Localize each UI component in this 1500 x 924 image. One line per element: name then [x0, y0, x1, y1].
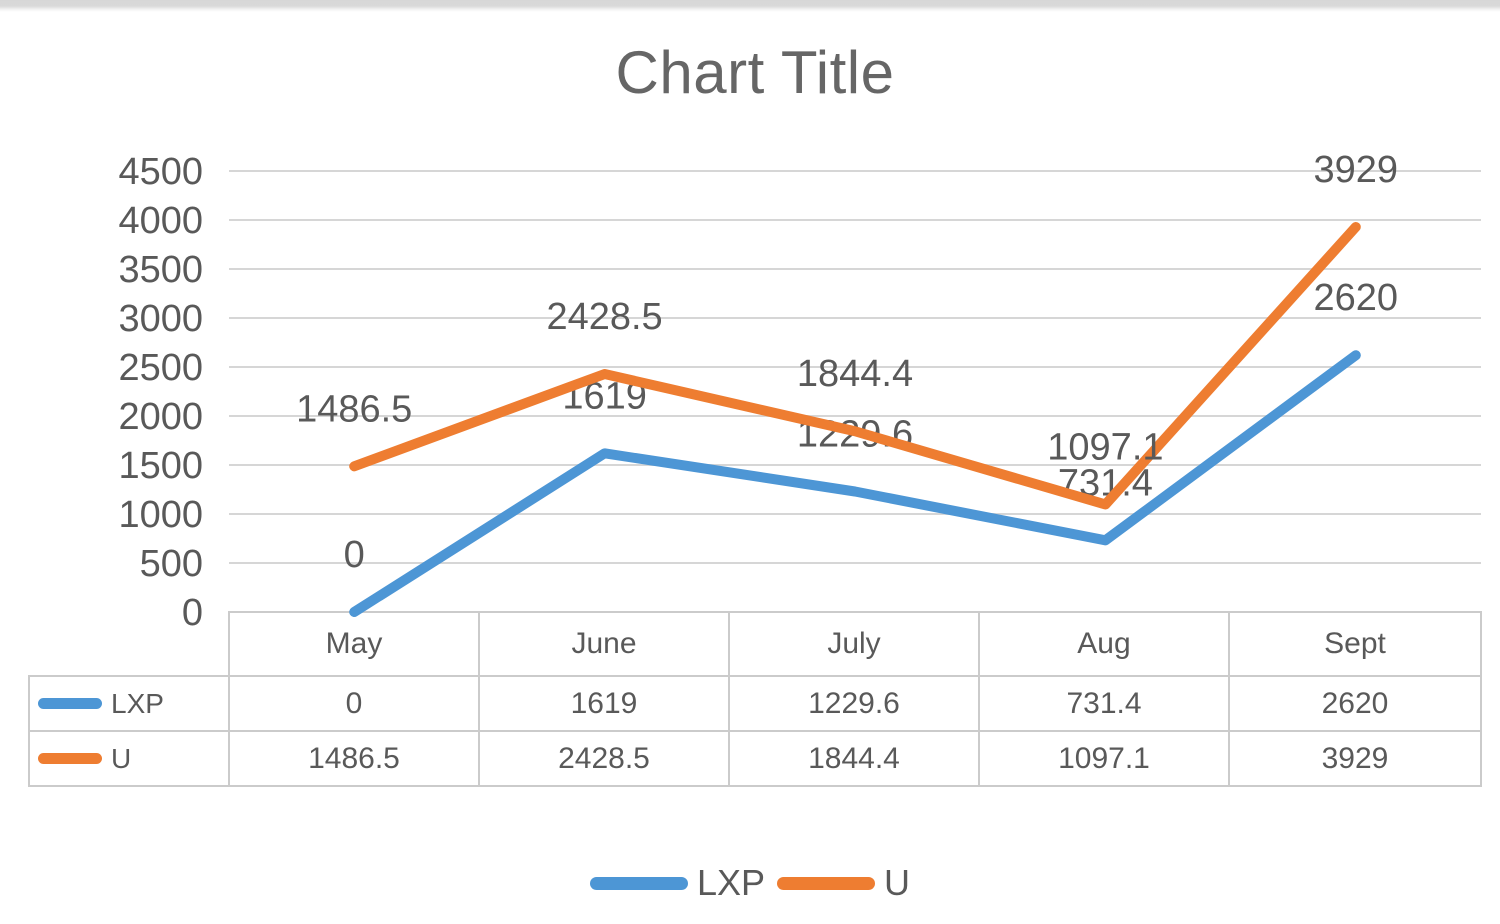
table-row-u: U 1486.5 2428.5 1844.4 1097.1 3929: [28, 730, 1482, 787]
table-series-name: LXP: [111, 687, 164, 719]
top-edge-strip: [0, 0, 1500, 12]
table-header-june: June: [478, 611, 730, 677]
y-axis-tick-label: 2500: [118, 347, 203, 389]
data-label-lxp: 1619: [562, 375, 647, 417]
data-label-lxp: 2620: [1314, 277, 1399, 319]
table-cell-lxp-aug: 731.4: [978, 675, 1230, 732]
chart-legend: LXP U: [0, 862, 1500, 904]
chart-title: Chart Title: [615, 39, 895, 106]
y-axis-tick-label: 4500: [118, 151, 203, 193]
table-header-may: May: [228, 611, 480, 677]
y-axis-tick-label: 500: [140, 543, 203, 585]
table-cell-u-aug: 1097.1: [978, 730, 1230, 787]
table-stub-lxp: LXP: [28, 675, 230, 732]
data-label-u: 3929: [1314, 149, 1399, 191]
data-label-u: 1486.5: [296, 388, 412, 430]
table-cell-u-july: 1844.4: [728, 730, 980, 787]
data-table: May June July Aug Sept LXP 0 1619 1229.6…: [28, 611, 1482, 787]
table-cell-u-sept: 3929: [1228, 730, 1482, 787]
legend-item-lxp[interactable]: LXP: [589, 862, 766, 904]
data-label-lxp: 731.4: [1058, 462, 1153, 504]
table-header-sept: Sept: [1228, 611, 1482, 677]
y-axis-tick-label: 2000: [118, 396, 203, 438]
legend-item-u[interactable]: U: [777, 862, 910, 904]
table-stub-u: U: [28, 730, 230, 787]
y-axis-tick-label: 1000: [118, 494, 203, 536]
table-header-row: May June July Aug Sept: [29, 611, 1482, 677]
lxp-series-key-icon: [38, 698, 102, 709]
data-label-u: 1097.1: [1047, 426, 1163, 468]
table-cell-lxp-july: 1229.6: [728, 675, 980, 732]
table-header-july: July: [728, 611, 980, 677]
legend-label-u: U: [884, 862, 911, 903]
series-line-lxp: [349, 350, 1361, 617]
series-line-u: [349, 221, 1361, 510]
y-axis-tick-label: 3000: [118, 298, 203, 340]
table-header-aug: Aug: [978, 611, 1230, 677]
table-blank-corner: [29, 612, 229, 676]
table-row-lxp: LXP 0 1619 1229.6 731.4 2620: [28, 675, 1482, 732]
lxp-legend-line-icon: [589, 876, 688, 890]
table-cell-lxp-june: 1619: [478, 675, 730, 732]
table-cell-u-june: 2428.5: [478, 730, 730, 787]
table-cell-lxp-may: 0: [228, 675, 480, 732]
y-axis-tick-label: 1500: [118, 445, 203, 487]
u-series-key-icon: [38, 753, 102, 764]
data-label-lxp: 1229.6: [797, 413, 913, 455]
data-label-u: 1844.4: [797, 353, 913, 395]
data-label-u: 2428.5: [546, 296, 662, 338]
u-legend-line-icon: [777, 876, 876, 890]
legend-label-lxp: LXP: [696, 862, 766, 903]
y-axis-tick-label: 4000: [118, 200, 203, 242]
y-axis-tick-label: 3500: [118, 249, 203, 291]
data-label-lxp: 0: [344, 534, 365, 576]
table-series-name: U: [111, 742, 132, 774]
table-cell-u-may: 1486.5: [228, 730, 480, 787]
table-cell-lxp-sept: 2620: [1228, 675, 1482, 732]
